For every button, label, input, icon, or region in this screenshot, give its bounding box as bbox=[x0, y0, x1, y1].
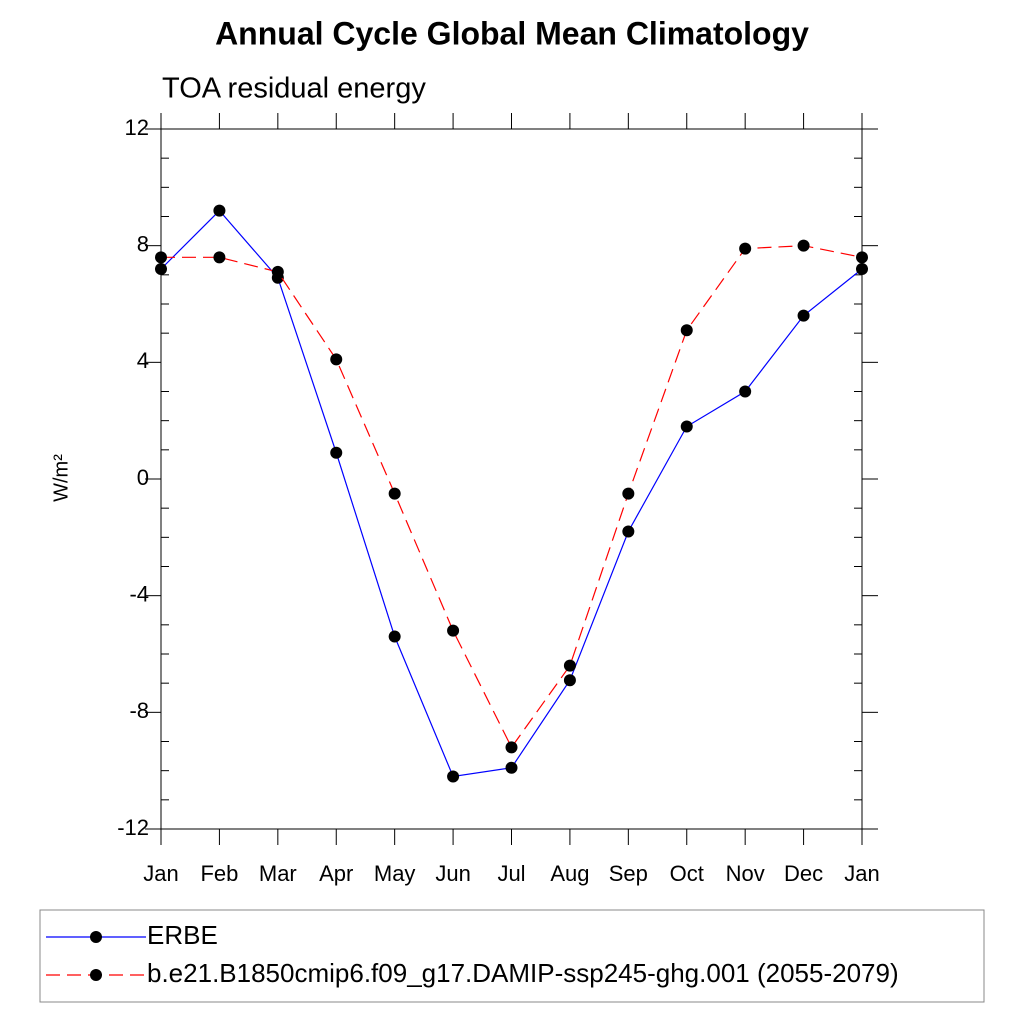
x-tick-label: May bbox=[374, 861, 416, 886]
data-point bbox=[388, 487, 401, 500]
chart-title: Annual Cycle Global Mean Climatology bbox=[215, 15, 809, 51]
x-tick-label: Jan bbox=[143, 861, 178, 886]
x-tick-label: Nov bbox=[726, 861, 765, 886]
data-point bbox=[213, 204, 226, 217]
series-line bbox=[161, 245, 863, 749]
y-tick-label: -12 bbox=[117, 815, 149, 840]
legend-box bbox=[39, 909, 985, 1003]
data-point bbox=[213, 251, 226, 264]
y-tick-label: -8 bbox=[129, 698, 149, 723]
legend-marker bbox=[90, 969, 102, 981]
x-tick-label: Sep bbox=[609, 861, 648, 886]
x-tick-label: Jul bbox=[497, 861, 525, 886]
plot-frame bbox=[160, 128, 863, 830]
data-point bbox=[330, 353, 343, 366]
y-tick-label: -4 bbox=[129, 581, 149, 606]
x-tick-label: Dec bbox=[784, 861, 823, 886]
y-tick-label: 12 bbox=[125, 115, 149, 140]
data-point bbox=[739, 385, 752, 398]
data-point bbox=[447, 624, 460, 637]
x-tick-label: Feb bbox=[200, 861, 238, 886]
data-point bbox=[563, 659, 576, 672]
data-point bbox=[155, 263, 167, 275]
y-tick-label: 8 bbox=[137, 231, 149, 256]
legend-marker bbox=[90, 931, 102, 943]
chart-subtitle: TOA residual energy bbox=[162, 73, 426, 105]
data-point bbox=[155, 251, 167, 264]
x-tick-label: Oct bbox=[670, 861, 704, 886]
data-point bbox=[680, 324, 693, 337]
data-point bbox=[680, 420, 693, 433]
data-point bbox=[447, 770, 460, 783]
data-point bbox=[505, 741, 518, 754]
data-point bbox=[622, 487, 635, 500]
legend-label: b.e21.B1850cmip6.f09_g17.DAMIP-ssp245-gh… bbox=[147, 958, 899, 988]
y-axis-label: W/m² bbox=[50, 454, 72, 502]
data-point bbox=[563, 674, 576, 687]
data-point bbox=[856, 251, 868, 264]
data-point bbox=[505, 761, 518, 774]
data-point bbox=[856, 263, 868, 275]
data-point bbox=[388, 630, 401, 643]
data-point bbox=[739, 242, 752, 255]
x-tick-label: Mar bbox=[259, 861, 297, 886]
y-tick-label: 4 bbox=[137, 348, 149, 373]
data-point bbox=[330, 446, 343, 459]
x-tick-label: Jun bbox=[435, 861, 470, 886]
x-tick-label: Aug bbox=[550, 861, 589, 886]
legend-label: ERBE bbox=[147, 920, 218, 950]
y-tick-label: 0 bbox=[137, 465, 149, 490]
data-point bbox=[271, 265, 284, 278]
data-point bbox=[622, 525, 635, 538]
data-point bbox=[797, 239, 810, 252]
x-tick-label: Apr bbox=[319, 861, 353, 886]
data-point bbox=[797, 309, 810, 322]
x-tick-label: Jan bbox=[844, 861, 879, 886]
series-line bbox=[160, 209, 863, 778]
